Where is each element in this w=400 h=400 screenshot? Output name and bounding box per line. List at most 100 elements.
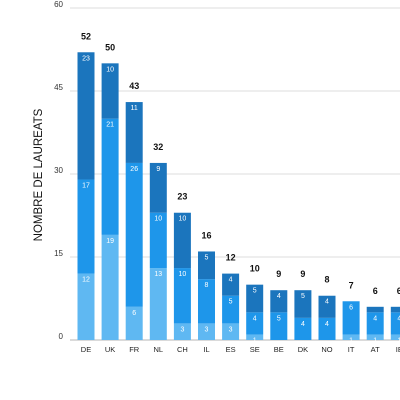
x-tick-label: FR — [129, 345, 140, 354]
segment-label: 5 — [277, 315, 281, 322]
segment-label: 13 — [154, 271, 162, 278]
bar-segment — [149, 162, 167, 213]
x-tick-label: SE — [250, 345, 260, 354]
segment-label: 21 — [106, 122, 114, 129]
segment-label: 4 — [397, 315, 400, 322]
x-tick-label: CH — [177, 345, 188, 354]
segment-label: 3 — [180, 326, 184, 333]
bar-total-label: 52 — [81, 31, 91, 41]
bar-segment — [222, 295, 240, 324]
segment-label: 5 — [229, 299, 233, 306]
bar-total-label: 9 — [300, 269, 305, 279]
bar-segment — [390, 312, 400, 335]
x-tick-label: DK — [298, 345, 308, 354]
segment-label: 4 — [277, 293, 281, 300]
bar-segment — [77, 179, 95, 274]
bar-total-label: 6 — [373, 286, 378, 296]
bar-total-label: 8 — [324, 275, 329, 285]
bar-segment — [198, 279, 215, 324]
bar-segment — [101, 63, 119, 119]
bar-segment — [125, 102, 143, 163]
bar-segment — [270, 312, 288, 340]
bar-total-label: 6 — [397, 286, 400, 296]
segment-label: 4 — [325, 321, 329, 328]
bar-total-label: 50 — [105, 42, 115, 52]
segment-label: 4 — [325, 299, 329, 306]
bar-segment — [173, 212, 191, 269]
segment-label: 5 — [253, 288, 257, 295]
segment-label: 9 — [156, 166, 160, 173]
x-tick-label: IT — [348, 345, 355, 354]
segment-label: 12 — [82, 277, 90, 284]
bar-segment — [149, 212, 167, 269]
y-tick-label: 0 — [59, 332, 64, 341]
bar-segment — [246, 334, 264, 340]
bar-segment — [77, 52, 95, 180]
bar-segment — [173, 268, 191, 324]
bar-segment — [342, 301, 360, 335]
bar-segment — [246, 312, 264, 335]
segment-label: 4 — [373, 315, 377, 322]
bar-segment — [101, 234, 119, 340]
y-tick-label: 30 — [54, 166, 63, 175]
segment-label: 1 — [373, 337, 377, 344]
bar-total-label: 12 — [226, 253, 236, 263]
x-tick-label: BE — [274, 345, 284, 354]
bar-segment — [222, 323, 240, 340]
segment-label: 4 — [253, 315, 257, 322]
bar-total-label: 10 — [250, 264, 260, 274]
bar-segment — [390, 306, 400, 313]
bar-segment — [366, 306, 384, 313]
bar-segment — [342, 334, 360, 340]
bar-segment — [270, 290, 288, 313]
segment-label: 11 — [131, 105, 138, 112]
segment-label: 26 — [130, 166, 138, 173]
bar-segment — [149, 268, 167, 340]
bar-segment — [318, 295, 336, 318]
x-axis: DE UK FR NL CH IL ES SE BE DK NO IT AT IE — [81, 345, 400, 354]
x-tick-label: IE — [396, 345, 400, 354]
bar-segment — [173, 323, 191, 340]
bar-segment — [390, 334, 400, 340]
bar-segment — [318, 317, 336, 340]
segment-label: 1 — [253, 337, 257, 344]
bar-segment — [294, 290, 312, 318]
bar-segment — [222, 273, 240, 296]
bar-segment — [101, 118, 119, 235]
bar-segment — [198, 251, 215, 280]
bar-total-label: 23 — [177, 192, 187, 202]
bar-segment — [366, 334, 384, 340]
bar-segment — [77, 273, 95, 340]
bar-segment — [125, 162, 143, 307]
y-tick-label: 60 — [54, 0, 63, 9]
segment-label: 6 — [349, 304, 353, 311]
bar-segment — [246, 284, 264, 313]
segment-label: 5 — [205, 254, 209, 261]
segment-label: 4 — [229, 277, 233, 284]
y-tick-label: 45 — [54, 83, 63, 92]
segment-label: 10 — [154, 216, 162, 223]
segment-label: 8 — [205, 282, 209, 289]
x-tick-label: ES — [226, 345, 236, 354]
segment-label: 1 — [349, 337, 353, 344]
bar-segment — [294, 317, 312, 340]
y-tick-label: 15 — [54, 249, 63, 258]
x-tick-label: NL — [154, 345, 164, 354]
segment-label: 1 — [397, 337, 400, 344]
segment-label: 4 — [301, 321, 305, 328]
x-tick-label: AT — [371, 345, 380, 354]
bars: 1217235219211050626114313109323101023385… — [77, 31, 400, 344]
segment-label: 10 — [179, 271, 187, 278]
segment-label: 19 — [106, 238, 114, 245]
segment-label: 3 — [229, 326, 233, 333]
bar-total-label: 43 — [129, 81, 139, 91]
bar-total-label: 9 — [276, 269, 281, 279]
x-tick-label: IL — [203, 345, 209, 354]
segment-label: 6 — [132, 310, 136, 317]
segment-label: 23 — [82, 55, 90, 62]
x-tick-label: DE — [81, 345, 91, 354]
y-axis: 0 15 30 45 60 — [54, 0, 63, 341]
bar-segment — [125, 306, 143, 340]
segment-label: 10 — [106, 66, 114, 73]
